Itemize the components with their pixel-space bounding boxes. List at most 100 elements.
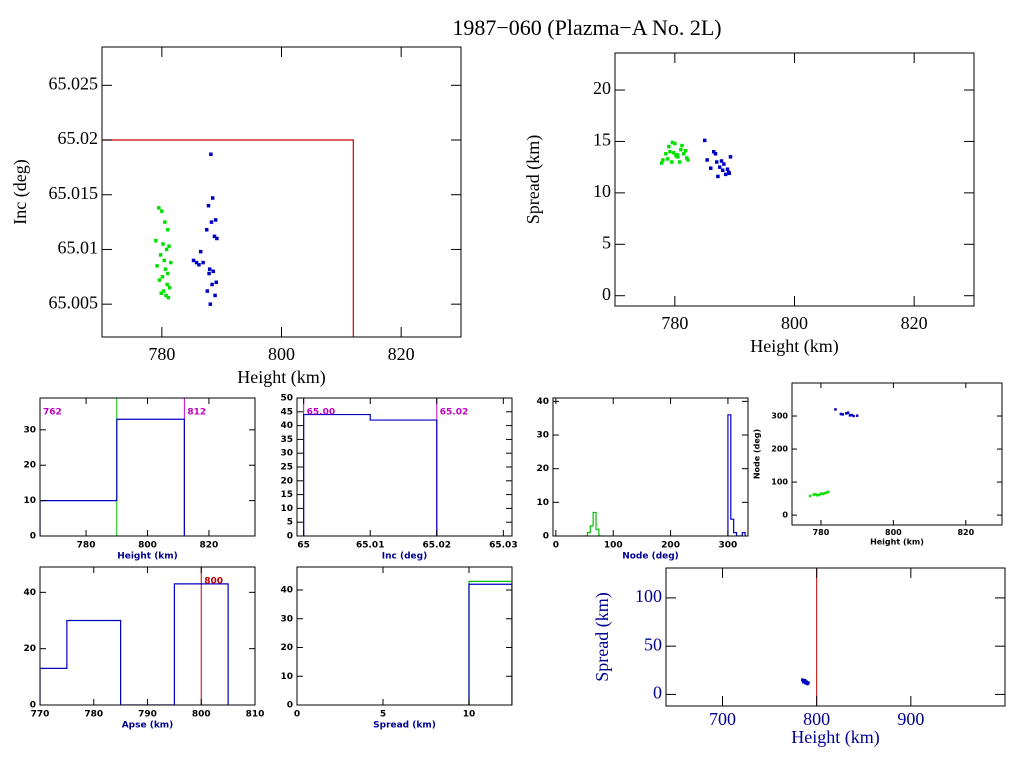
point — [716, 174, 720, 179]
y-tick-label: 15 — [593, 130, 611, 150]
x-tick-label: 770 — [31, 710, 50, 720]
point — [163, 220, 167, 224]
y-tick-label: 20 — [536, 464, 549, 474]
histogram-step — [303, 413, 438, 536]
frame — [296, 397, 513, 537]
panel: 780 800 820 0 10 20 30 Height (km) 762 812 — [23, 397, 256, 562]
x-axis-label: Height (km) — [791, 727, 879, 748]
x-tick-label: 810 — [246, 710, 265, 720]
point — [711, 149, 716, 154]
x-axis-label: Spread (km) — [373, 721, 436, 731]
y-tick-label: 35 — [280, 435, 293, 445]
limit-box — [102, 139, 354, 337]
histogram-step — [584, 511, 602, 536]
histogram-step — [468, 583, 512, 705]
point — [670, 160, 674, 164]
point — [679, 147, 683, 152]
point — [154, 238, 158, 243]
point — [803, 678, 807, 682]
x-tick-label: 200 — [661, 541, 680, 551]
plot-area — [584, 414, 746, 536]
y-tick-label: 65.015 — [49, 183, 99, 203]
point — [207, 267, 212, 271]
y-tick-label: 20 — [280, 476, 293, 486]
y-tick-label: 45 — [280, 407, 293, 417]
point — [821, 492, 825, 496]
histogram-step — [40, 418, 185, 536]
histogram-step — [468, 580, 512, 705]
point — [214, 280, 219, 285]
y-tick-label: 25 — [280, 463, 293, 473]
point — [166, 295, 171, 300]
point — [209, 220, 214, 224]
point — [207, 271, 211, 276]
point — [852, 414, 855, 418]
x-tick-label: 820 — [901, 313, 928, 333]
point — [158, 253, 163, 257]
plot-area — [40, 567, 229, 705]
plot-area — [659, 138, 733, 179]
panel: 700 800 900 0 50 100 Height (km) Spread (km) — [592, 567, 1006, 748]
y-axis-label: Node (deg) — [753, 429, 762, 479]
point — [846, 411, 850, 414]
point — [819, 492, 823, 495]
marker-label: 800 — [204, 577, 223, 587]
point — [161, 289, 166, 293]
y-tick-label: 10 — [23, 496, 36, 506]
point — [722, 162, 726, 166]
point — [212, 234, 217, 239]
point — [668, 149, 672, 154]
x-axis-label: Height (km) — [870, 538, 924, 547]
x-tick-label: 100 — [604, 541, 623, 551]
point — [825, 491, 828, 494]
point — [676, 155, 680, 159]
y-tick-label: 65.01 — [58, 238, 99, 258]
point — [165, 282, 169, 287]
y-tick-label: 30 — [280, 614, 293, 624]
y-tick-label: 30 — [23, 425, 36, 435]
y-tick-label: 65.005 — [49, 292, 99, 312]
point — [665, 157, 670, 161]
point — [659, 161, 664, 165]
point — [164, 293, 168, 298]
x-tick-label: 780 — [84, 710, 103, 720]
y-tick-label: 0 — [653, 683, 662, 703]
plot-area — [468, 580, 512, 705]
point — [727, 171, 732, 176]
y-tick-label: 0 — [782, 511, 788, 520]
y-tick-label: 15 — [280, 490, 293, 500]
x-axis-label: Node (deg) — [622, 552, 679, 562]
plot-area — [102, 139, 354, 337]
point — [826, 490, 830, 494]
frame — [101, 46, 462, 338]
x-tick-label: 820 — [388, 344, 415, 364]
point — [808, 494, 812, 498]
point — [194, 260, 199, 265]
point — [839, 412, 843, 416]
point — [805, 680, 809, 684]
point — [198, 249, 203, 254]
point — [719, 159, 724, 163]
point — [167, 286, 172, 290]
y-tick-label: 0 — [543, 532, 549, 542]
panel: 0 100 200 300 0 10 20 30 40 Node (deg) — [536, 397, 749, 562]
point — [213, 293, 217, 298]
point — [208, 302, 213, 306]
x-axis-label: Height (km) — [237, 367, 325, 388]
y-tick-label: 100 — [771, 478, 788, 487]
point — [816, 494, 819, 497]
point — [814, 493, 817, 496]
point — [201, 260, 205, 265]
y-tick-label: 300 — [771, 412, 788, 421]
point — [817, 493, 821, 497]
point — [159, 291, 163, 295]
x-tick-label: 800 — [192, 710, 211, 720]
x-tick-label: 300 — [719, 541, 738, 551]
point — [717, 165, 722, 169]
point — [210, 282, 214, 287]
x-axis-label: Height (km) — [750, 336, 838, 357]
point — [197, 263, 201, 267]
page-title: 1987−060 (Plazma−A No. 2L) — [452, 15, 721, 40]
point — [823, 492, 826, 495]
